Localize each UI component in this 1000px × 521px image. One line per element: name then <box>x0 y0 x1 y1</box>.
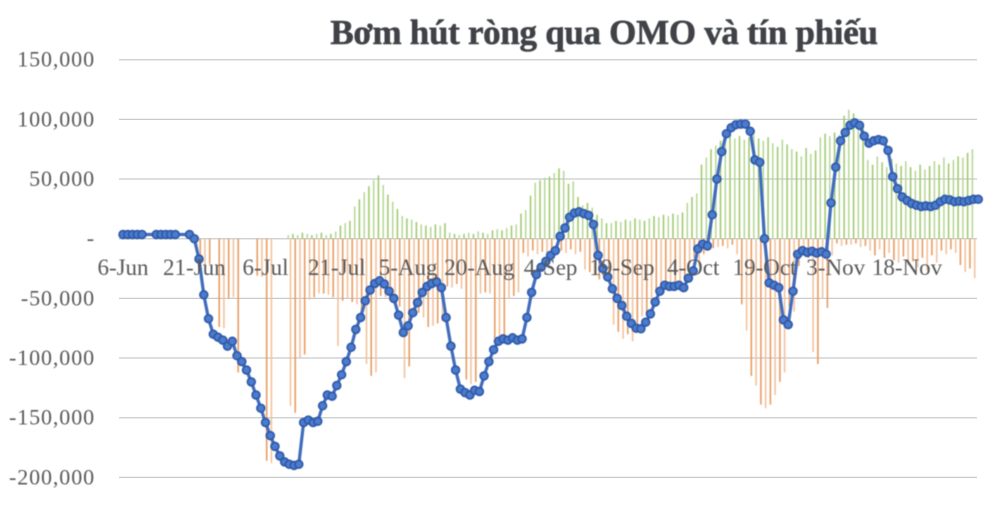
svg-text:19-Sep: 19-Sep <box>589 255 654 280</box>
svg-text:6-Jul: 6-Jul <box>243 255 289 280</box>
svg-text:Bơm hút ròng qua OMO và tín ph: Bơm hút ròng qua OMO và tín phiếu <box>330 13 877 52</box>
svg-text:-100,000: -100,000 <box>9 345 95 370</box>
svg-text:4-Oct: 4-Oct <box>667 255 720 280</box>
svg-text:20-Aug: 20-Aug <box>444 255 515 280</box>
svg-text:-50,000: -50,000 <box>21 285 95 310</box>
svg-text:-: - <box>87 226 95 251</box>
svg-text:21-Jul: 21-Jul <box>308 255 366 280</box>
svg-text:5-Aug: 5-Aug <box>379 255 438 280</box>
svg-text:50,000: 50,000 <box>29 166 95 191</box>
svg-text:18-Nov: 18-Nov <box>872 255 943 280</box>
svg-text:4-Sep: 4-Sep <box>524 255 578 280</box>
svg-text:19-Oct: 19-Oct <box>733 255 797 280</box>
svg-text:3-Nov: 3-Nov <box>806 255 865 280</box>
svg-text:150,000: 150,000 <box>17 47 95 72</box>
svg-text:-200,000: -200,000 <box>9 464 95 489</box>
svg-text:6-Jun: 6-Jun <box>97 255 149 280</box>
svg-text:100,000: 100,000 <box>17 106 95 131</box>
svg-text:21-Jun: 21-Jun <box>163 255 226 280</box>
svg-text:-150,000: -150,000 <box>9 405 95 430</box>
